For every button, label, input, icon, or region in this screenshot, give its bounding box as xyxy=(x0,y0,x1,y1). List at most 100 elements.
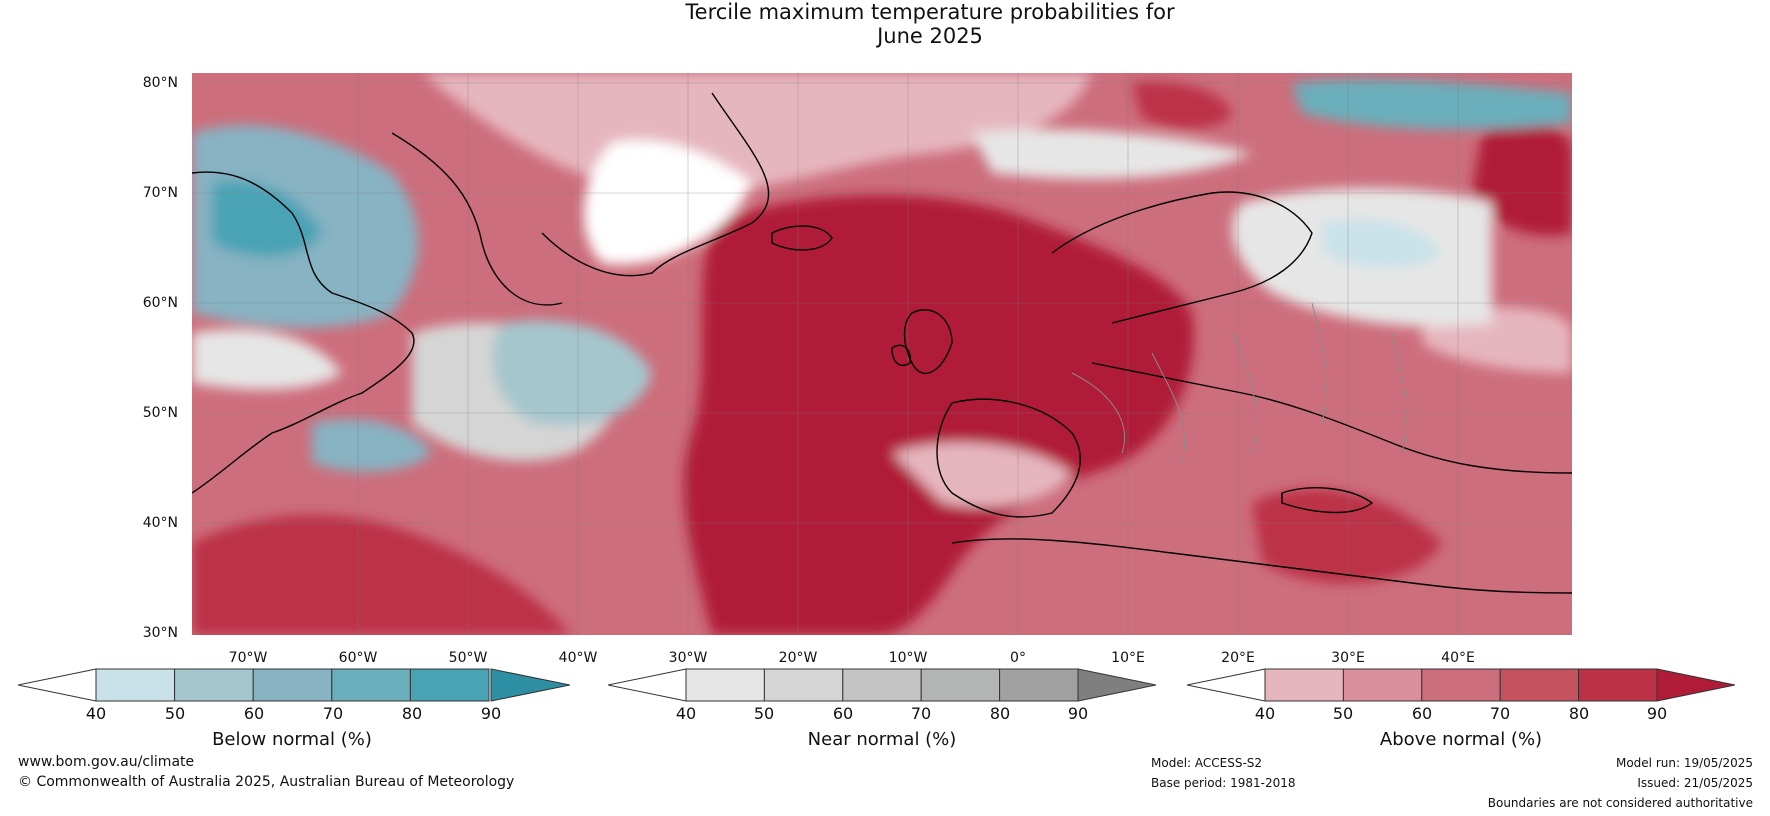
graticule xyxy=(192,73,1572,635)
colorbar-swatch xyxy=(174,668,254,702)
lon-label-30w: 30°W xyxy=(668,650,708,666)
cbar-above-tick: 50 xyxy=(1332,704,1354,723)
colorbar-swatch xyxy=(763,668,844,702)
coast-ireland xyxy=(891,344,911,366)
coast-iceland xyxy=(771,225,833,251)
colorbar-swatch xyxy=(1421,668,1501,702)
cbar-below-tick: 40 xyxy=(85,704,107,723)
cbar-below-tick: 80 xyxy=(401,704,423,723)
coast-black-sea xyxy=(1281,487,1373,514)
colorbar-near-low-extension xyxy=(607,668,687,702)
map-title: Tercile maximum temperature probabilitie… xyxy=(0,0,1770,48)
map-canvas xyxy=(192,73,1572,635)
colorbar-below-normal: 40 50 60 70 80 90 xyxy=(17,668,571,723)
colorbar-swatch xyxy=(252,668,333,702)
lat-label-40n: 40°N xyxy=(142,515,178,531)
lon-label-20w: 20°W xyxy=(778,650,818,666)
cbar-near-tick: 80 xyxy=(989,704,1011,723)
model-run-text: Model run: 19/05/2025 xyxy=(1615,756,1753,770)
region-below-normal-finland xyxy=(1322,219,1442,268)
colorbar-swatch xyxy=(685,668,765,702)
colorbar-swatch xyxy=(920,668,1001,702)
lon-label-30e: 30°E xyxy=(1331,650,1365,666)
colorbar-above-low-extension xyxy=(1186,668,1266,702)
title-line-2: June 2025 xyxy=(877,24,983,48)
colorbar-above-high-extension xyxy=(1656,668,1736,702)
colorbar-swatch xyxy=(1578,668,1658,702)
region-above-90-atlantic xyxy=(683,194,1194,635)
coast-north-africa xyxy=(951,538,1572,594)
lat-label-70n: 70°N xyxy=(142,185,178,201)
colorbar-below-swatches xyxy=(17,668,571,702)
cbar-below-tick: 90 xyxy=(480,704,502,723)
coast-europe-south xyxy=(1091,362,1572,474)
cbar-above-tick: 70 xyxy=(1489,704,1511,723)
cbar-below-tick: 70 xyxy=(322,704,344,723)
lon-label-0: 0° xyxy=(1010,650,1026,666)
colorbar-below-high-extension xyxy=(490,668,571,702)
colorbar-near-swatches xyxy=(607,668,1157,702)
region-below-normal-barents xyxy=(1292,78,1572,130)
lon-label-50w: 50°W xyxy=(448,650,488,666)
lon-label-20e: 20°E xyxy=(1221,650,1255,666)
lon-label-60w: 60°W xyxy=(338,650,378,666)
coast-north-america xyxy=(192,171,415,494)
colorbar-above-normal: 40 50 60 70 80 90 xyxy=(1186,668,1736,723)
colorbar-swatch xyxy=(409,668,490,702)
colorbar-swatch xyxy=(1499,668,1580,702)
coastlines xyxy=(192,92,1572,594)
colorbar-swatch xyxy=(331,668,411,702)
probability-map xyxy=(192,73,1572,635)
region-near-normal-arctic xyxy=(972,129,1252,179)
region-above-90-russia xyxy=(1472,122,1572,236)
lat-label-30n: 30°N xyxy=(142,625,178,641)
region-below-normal-maritimes xyxy=(312,419,432,472)
region-near-normal-canada xyxy=(192,329,342,390)
disclaimer-text: Boundaries are not considered authoritat… xyxy=(1487,796,1753,810)
colorbar-above-label: Above normal (%) xyxy=(1379,729,1543,750)
country-borders xyxy=(1071,302,1407,464)
colorbar-below-low-extension xyxy=(17,668,97,702)
colorbar-near-normal: 40 50 60 70 80 90 xyxy=(607,668,1157,723)
colorbar-above-swatches xyxy=(1186,668,1736,702)
coast-iberia-france xyxy=(936,398,1081,518)
colorbar-swatch xyxy=(842,668,922,702)
colorbar-below-label: Below normal (%) xyxy=(212,729,372,750)
region-below-normal-labrador-sea xyxy=(492,320,652,426)
cbar-near-tick: 40 xyxy=(675,704,697,723)
cbar-above-tick: 80 xyxy=(1568,704,1590,723)
coast-baffin xyxy=(391,132,563,306)
title-line-1: Tercile maximum temperature probabilitie… xyxy=(685,0,1175,24)
lon-label-10w: 10°W xyxy=(888,650,928,666)
cbar-below-tick: 50 xyxy=(164,704,186,723)
cbar-above-tick: 60 xyxy=(1411,704,1433,723)
colorbar-swatch xyxy=(999,668,1079,702)
base-period-text: Base period: 1981-2018 xyxy=(1151,776,1296,790)
lat-label-50n: 50°N xyxy=(142,405,178,421)
region-below-80-hudson xyxy=(212,180,322,257)
region-above-80-southwest xyxy=(192,514,572,635)
cbar-near-tick: 90 xyxy=(1067,704,1089,723)
region-greenland-white xyxy=(583,140,752,265)
lat-label-60n: 60°N xyxy=(142,295,178,311)
lon-label-10e: 10°E xyxy=(1111,650,1145,666)
colorbar-near-label: Near normal (%) xyxy=(807,729,957,750)
coast-britain xyxy=(903,309,953,375)
coast-scandinavia xyxy=(1051,191,1313,324)
model-text: Model: ACCESS-S2 xyxy=(1151,756,1263,770)
cbar-near-tick: 70 xyxy=(910,704,932,723)
colorbar-swatch xyxy=(95,668,176,702)
website-text: www.bom.gov.au/climate xyxy=(18,754,195,770)
colorbar-swatch xyxy=(1342,668,1423,702)
cbar-near-tick: 50 xyxy=(753,704,775,723)
region-above-80-turkey xyxy=(1252,488,1442,584)
issued-text: Issued: 21/05/2025 xyxy=(1637,776,1753,790)
cbar-above-tick: 40 xyxy=(1254,704,1276,723)
lon-label-40e: 40°E xyxy=(1441,650,1475,666)
cbar-above-tick: 90 xyxy=(1646,704,1668,723)
cbar-below-tick: 60 xyxy=(243,704,265,723)
lon-label-40w: 40°W xyxy=(558,650,598,666)
coast-greenland xyxy=(541,92,770,277)
region-above-80-svalbard xyxy=(1132,81,1232,129)
cbar-near-tick: 60 xyxy=(832,704,854,723)
